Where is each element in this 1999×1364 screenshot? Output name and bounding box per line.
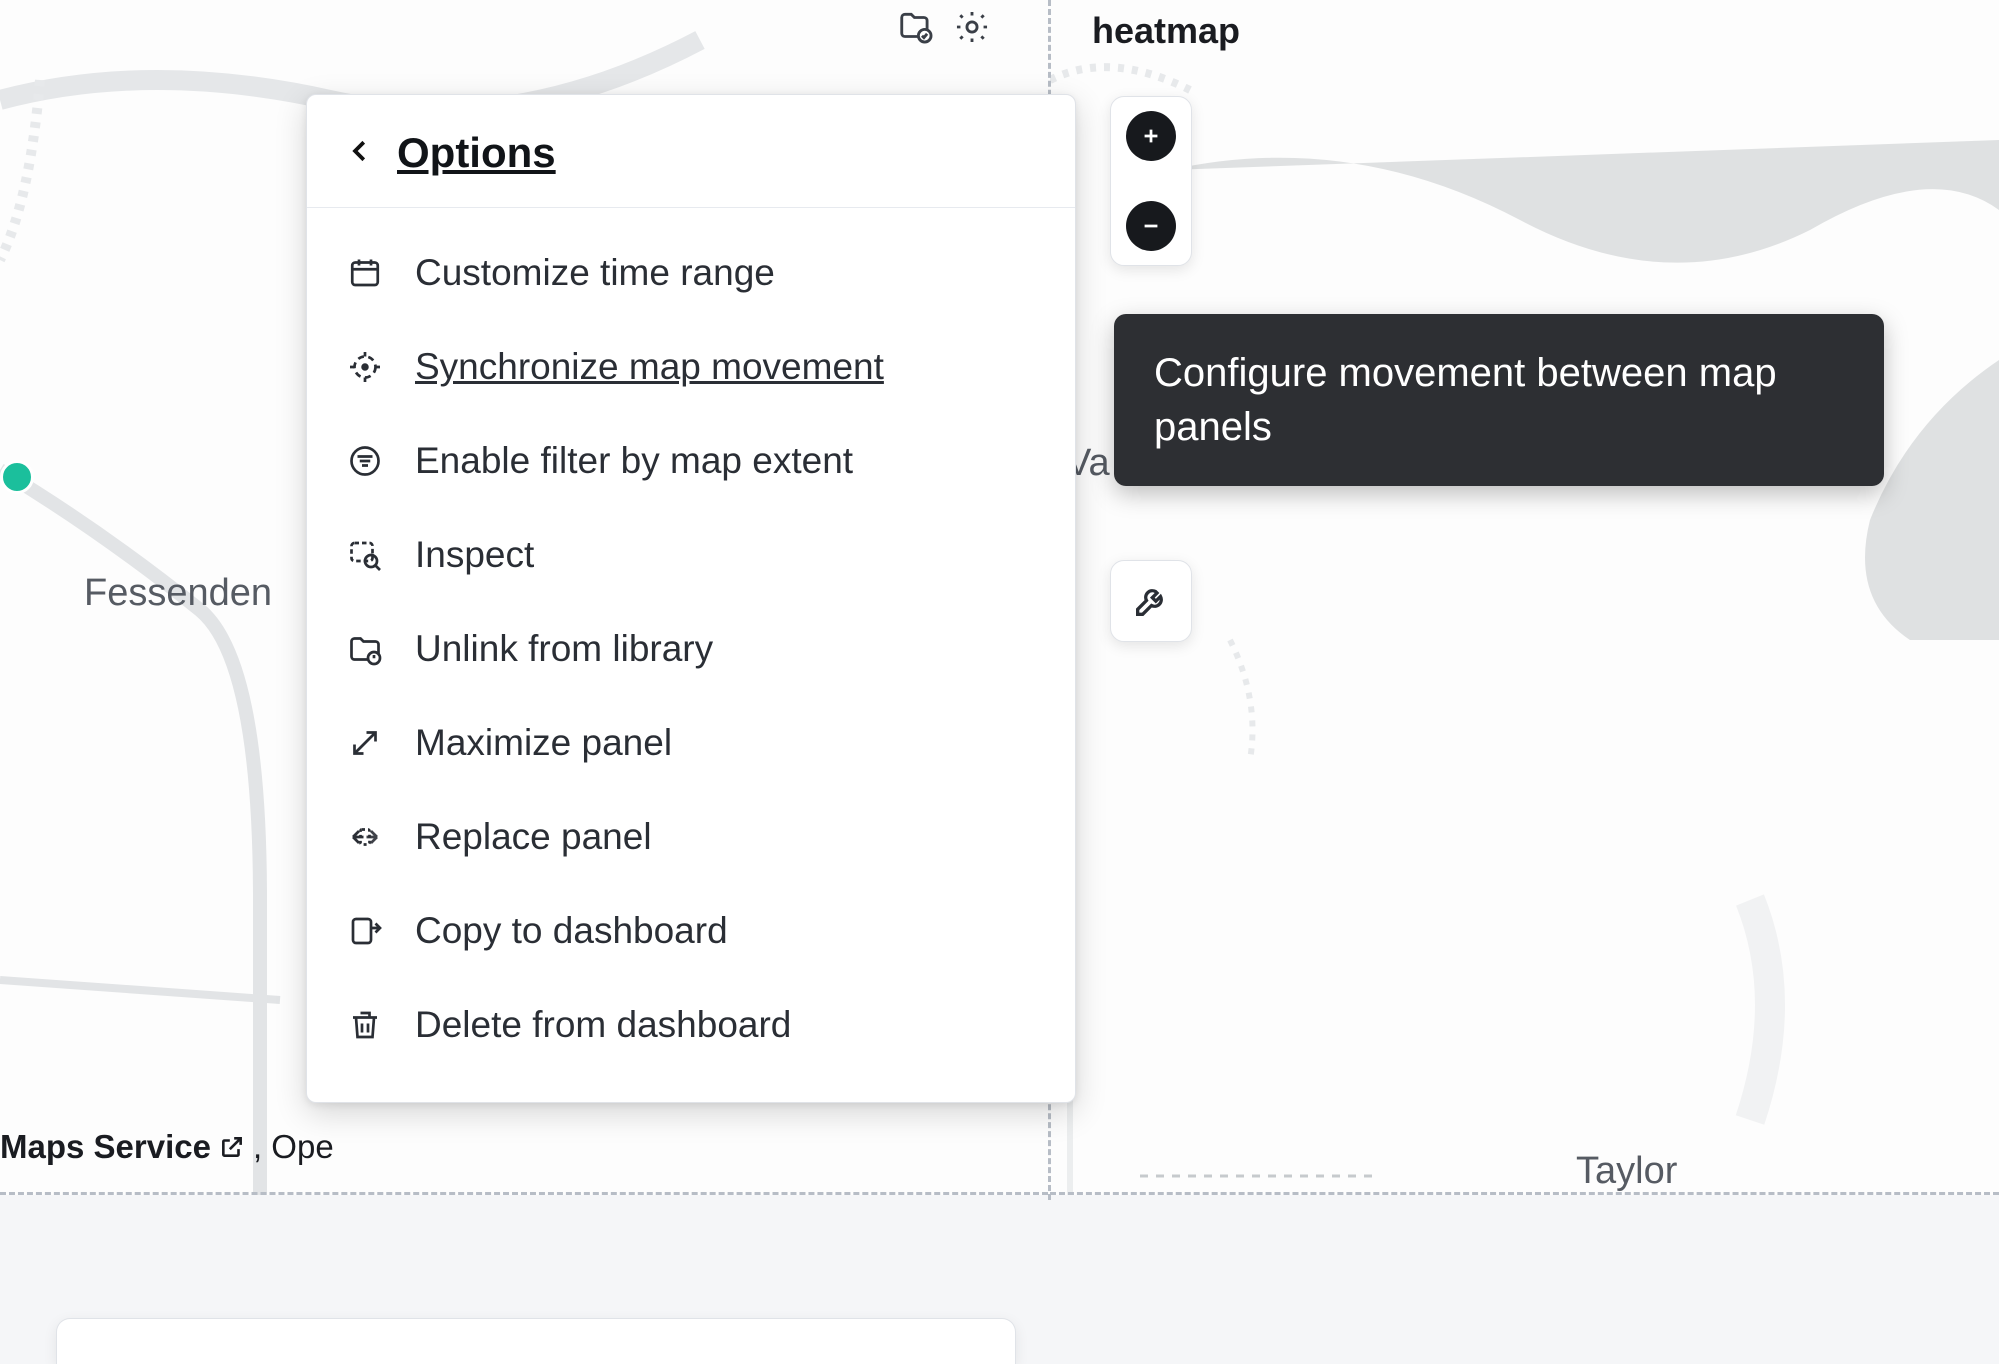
attribution-service[interactable]: Maps Service xyxy=(0,1128,211,1166)
attribution-rest: , Ope xyxy=(253,1128,334,1166)
zoom-out-button[interactable] xyxy=(1126,201,1176,251)
option-label: Maximize panel xyxy=(415,722,672,764)
options-title: Options xyxy=(397,129,556,177)
right-map-panel xyxy=(1050,0,1999,1364)
option-replace-panel[interactable]: Replace panel xyxy=(307,790,1075,884)
gear-icon[interactable] xyxy=(951,6,993,48)
tooltip-text: Configure movement between map panels xyxy=(1154,351,1777,449)
option-delete-from-dashboard[interactable]: Delete from dashboard xyxy=(307,978,1075,1072)
options-list: Customize time range Synchronize map mov… xyxy=(307,208,1075,1072)
option-customize-time-range[interactable]: Customize time range xyxy=(307,226,1075,320)
crosshair-icon xyxy=(345,347,385,387)
folder-alert-icon xyxy=(345,629,385,669)
option-inspect[interactable]: Inspect xyxy=(307,508,1075,602)
right-panel-title: heatmap xyxy=(1092,10,1240,52)
replace-icon xyxy=(345,817,385,857)
option-unlink-library[interactable]: Unlink from library xyxy=(307,602,1075,696)
map-label-fessenden: Fessenden xyxy=(84,572,272,615)
save-to-library-icon[interactable] xyxy=(895,6,937,48)
map-data-point xyxy=(0,460,34,494)
map-roads-right xyxy=(1050,0,1999,1364)
zoom-in-button[interactable] xyxy=(1126,111,1176,161)
maximize-icon xyxy=(345,723,385,763)
options-popover: Options Customize time range Synchronize… xyxy=(306,94,1076,1103)
filter-circle-icon xyxy=(345,441,385,481)
external-link-icon xyxy=(219,1134,245,1160)
copy-out-icon xyxy=(345,911,385,951)
left-panel-bottom-border xyxy=(0,1192,1048,1195)
right-panel-bottom-border xyxy=(1050,1192,1999,1195)
option-label: Unlink from library xyxy=(415,628,713,670)
option-maximize-panel[interactable]: Maximize panel xyxy=(307,696,1075,790)
map-attribution: Maps Service , Ope xyxy=(0,1128,334,1166)
option-label: Delete from dashboard xyxy=(415,1004,791,1046)
map-tools-button[interactable] xyxy=(1110,560,1192,642)
bottom-card-peek xyxy=(56,1318,1016,1364)
option-label: Customize time range xyxy=(415,252,775,294)
trash-icon xyxy=(345,1005,385,1045)
panel-header-actions xyxy=(895,6,993,48)
tooltip: Configure movement between map panels xyxy=(1114,314,1884,486)
option-label: Copy to dashboard xyxy=(415,910,728,952)
option-label: Replace panel xyxy=(415,816,652,858)
option-synchronize-map-movement[interactable]: Synchronize map movement xyxy=(307,320,1075,414)
calendar-icon xyxy=(345,253,385,293)
inspect-icon xyxy=(345,535,385,575)
map-label-taylor: Taylor xyxy=(1576,1150,1677,1193)
option-label: Inspect xyxy=(415,534,534,576)
zoom-controls xyxy=(1110,96,1192,266)
option-enable-filter-extent[interactable]: Enable filter by map extent xyxy=(307,414,1075,508)
options-back-button[interactable] xyxy=(345,136,375,171)
option-label: Enable filter by map extent xyxy=(415,440,853,482)
option-label: Synchronize map movement xyxy=(415,346,884,388)
options-header: Options xyxy=(307,95,1075,208)
option-copy-to-dashboard[interactable]: Copy to dashboard xyxy=(307,884,1075,978)
